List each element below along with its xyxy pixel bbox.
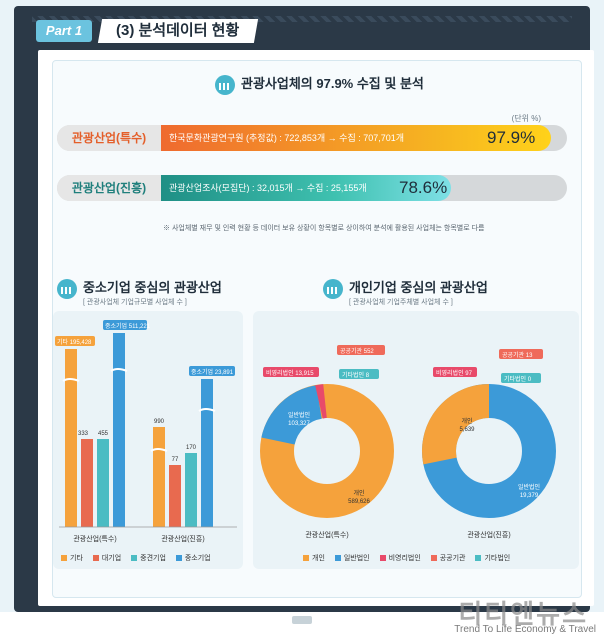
coverage-bar-text: 한국문화관광연구원 (추정값) : 722,853개 → 수집 : 707,70…: [169, 133, 405, 143]
label-mid-promotion: 170: [186, 445, 197, 451]
watermark-tagline: Trend To Life Economy & Travel: [454, 624, 596, 635]
donut-label: 비영리법인 97: [436, 369, 473, 377]
donut-label: 공공기관 552: [340, 347, 374, 355]
sme-title-text: 중소기업 중심의 관광산업: [83, 280, 222, 295]
individual-chart-panel: 일반법인 103,327 개인 589,626 비영리법인 13,915 공공기…: [253, 311, 579, 569]
bar-other-promotion: [153, 427, 165, 527]
bar-large-promotion: [169, 465, 181, 527]
sme-title: 중소기업 중심의 관광산업 [ 관광사업체 기업규모별 사업체 수 ]: [57, 277, 222, 307]
donut-special-individual: [260, 384, 394, 518]
axis-break-marks: [62, 368, 216, 452]
donut-label: 비영리법인 13,915: [266, 369, 314, 377]
donut-label: 기타법인 8: [342, 371, 370, 379]
individual-title: 개인기업 중심의 관광산업 [ 관광사업체 기업주체별 사업체 수 ]: [323, 277, 488, 307]
label-bg: [189, 366, 235, 376]
summary-title: 관광사업체의 97.9% 수집 및 분석: [215, 73, 424, 95]
watermark-logo: 티티엔뉴스: [458, 599, 588, 629]
bar-mid-special: [97, 439, 109, 527]
individual-donut-chart: 일반법인 103,327 개인 589,626 비영리법인 13,915 공공기…: [260, 345, 556, 539]
footnote: ※ 사업체별 재무 및 인력 현황 등 데이터 보유 상황이 항목별로 상이하여…: [163, 225, 485, 232]
label-large-special: 333: [78, 431, 89, 437]
label-bg: [55, 336, 95, 346]
legend-item: 기타: [70, 555, 83, 562]
donut-label: 5,639: [459, 427, 475, 433]
donut-label: 개인: [461, 417, 472, 425]
coverage-bar-label: 관광산업(진흥): [57, 175, 161, 201]
donut-label: 개인: [353, 489, 364, 497]
donut-label: 일반법인: [518, 483, 540, 491]
coverage-bar-promotion: 관광산업(진흥) 관광산업조사(모집단) : 32,015개 → 수집 : 25…: [57, 175, 567, 201]
city-emblem-icon: [57, 278, 77, 299]
donut-special-nonprofit: [315, 384, 328, 419]
monitor-stand: [292, 616, 312, 624]
label-large-promotion: 77: [172, 457, 179, 463]
individual-title-text: 개인기업 중심의 관광산업: [349, 280, 488, 295]
label-other-promotion: 990: [154, 419, 165, 425]
legend-item: 대기업: [101, 555, 122, 562]
coverage-bar-fill: [161, 175, 451, 201]
page-title-text: (3) 분석데이터 현황: [116, 22, 240, 39]
donut-special-corp: [261, 385, 323, 446]
coverage-bar-text: 관광산업조사(모집단) : 32,015개 → 수집 : 25,155개: [169, 183, 367, 193]
sme-subtitle: [ 관광사업체 기업규모별 사업체 수 ]: [83, 298, 187, 306]
label-mid-special: 455: [98, 431, 109, 437]
legend-item: 기타법인: [484, 555, 511, 562]
legend-item: 개인: [312, 555, 325, 562]
bar-mid-promotion: [185, 453, 197, 527]
frame-stripe: [32, 16, 572, 22]
city-emblem-icon: [215, 74, 235, 95]
label-sme-promotion: 중소기업 23,891: [191, 368, 234, 376]
legend-item: 공공기관: [439, 555, 466, 562]
legend-item: 비영리법인: [388, 555, 421, 562]
content-panel: 관광사업체의 97.9% 수집 및 분석 (단위 %) 관광산업(특수) 한국문…: [52, 60, 582, 598]
sme-bar-chart: 기타 195,428 333 455 중소기업 511,221 990 77 1…: [55, 320, 237, 543]
donut-name-special: 관광산업(특수): [305, 530, 348, 539]
donut-label: 공공기관 13: [502, 351, 533, 359]
group-label-promotion: 관광산업(진흥): [161, 534, 204, 543]
donut-label: 19,379: [520, 493, 539, 499]
coverage-bar-percent: 97.9%: [487, 128, 536, 147]
unit-label: (단위 %): [511, 114, 541, 123]
page-title: (3) 분석데이터 현황: [97, 19, 259, 43]
coverage-bar-percent: 78.6%: [399, 178, 448, 197]
label-sme-special: 중소기업 511,221: [105, 322, 151, 330]
sme-legend: 기타 대기업 중견기업 중소기업: [61, 553, 219, 563]
label-bg: [103, 320, 147, 330]
coverage-bar-fill: [161, 125, 551, 151]
donut-name-promotion: 관광산업(진흥): [467, 530, 510, 539]
legend-item: 일반법인: [343, 555, 370, 562]
individual-legend: 개인 일반법인 비영리법인 공공기관 기타법인: [303, 553, 518, 563]
part-tag: Part 1: [36, 20, 92, 42]
bar-other-special: [65, 349, 77, 527]
donut-label: 일반법인: [288, 411, 310, 419]
donut-label: 기타법인 0: [504, 375, 532, 383]
bar-sme-special: [113, 333, 125, 527]
donut-label: 589,626: [348, 499, 370, 505]
donut-label: 103,327: [288, 421, 310, 427]
monitor-frame: Part 1 (3) 분석데이터 현황 관광사업체의 97.9% 수집 및 분석…: [14, 6, 594, 612]
coverage-bar-label: 관광산업(특수): [57, 125, 161, 151]
city-emblem-icon: [323, 278, 343, 299]
individual-subtitle: [ 관광사업체 기업주체별 사업체 수 ]: [349, 298, 453, 306]
legend-item: 중견기업: [140, 555, 166, 562]
screen: 관광사업체의 97.9% 수집 및 분석 (단위 %) 관광산업(특수) 한국문…: [38, 50, 594, 606]
bar-sme-promotion: [201, 379, 213, 527]
summary-title-text: 관광사업체의 97.9% 수집 및 분석: [241, 76, 424, 91]
coverage-bar-special: 관광산업(특수) 한국문화관광연구원 (추정값) : 722,853개 → 수집…: [57, 125, 567, 151]
donut-promotion-individual: [422, 384, 490, 465]
legend-item: 중소기업: [184, 555, 211, 562]
group-label-special: 관광산업(특수): [73, 534, 116, 543]
bar-large-special: [81, 439, 93, 527]
sme-chart-panel: 기타 195,428 333 455 중소기업 511,221 990 77 1…: [53, 311, 243, 569]
label-other-special: 기타 195,428: [57, 338, 92, 346]
